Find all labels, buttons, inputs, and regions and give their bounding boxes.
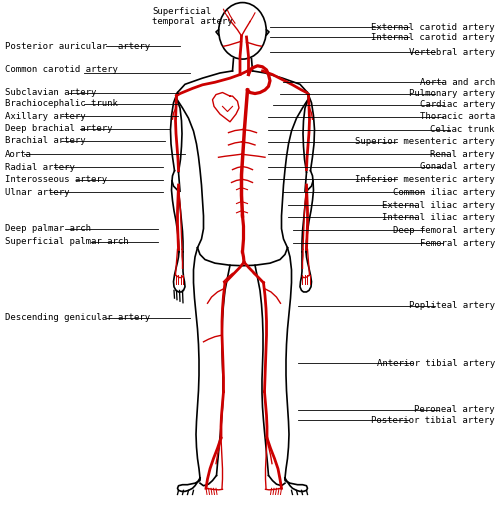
Text: Interosseous artery: Interosseous artery [5, 175, 107, 185]
Text: Pulmonary artery: Pulmonary artery [409, 89, 495, 98]
Text: Celiac trunk: Celiac trunk [430, 125, 495, 134]
Text: Renal artery: Renal artery [430, 150, 495, 159]
Text: External iliac artery: External iliac artery [382, 200, 495, 210]
Text: Popliteal artery: Popliteal artery [409, 301, 495, 310]
Text: Deep brachial artery: Deep brachial artery [5, 124, 112, 133]
Text: Gonadal artery: Gonadal artery [420, 162, 495, 171]
Text: Inferior mesenteric artery: Inferior mesenteric artery [355, 175, 495, 184]
Text: Axillary artery: Axillary artery [5, 112, 86, 121]
Text: Deep femoral artery: Deep femoral artery [393, 226, 495, 235]
Text: Superficial
temporal artery: Superficial temporal artery [152, 7, 233, 26]
Text: Superior mesenteric artery: Superior mesenteric artery [355, 137, 495, 146]
Text: Superficial palmar arch: Superficial palmar arch [5, 237, 128, 246]
Text: Posterior tibial artery: Posterior tibial artery [372, 416, 495, 425]
Text: Vertebral artery: Vertebral artery [409, 48, 495, 57]
Text: Common iliac artery: Common iliac artery [393, 188, 495, 197]
Text: Brachial artery: Brachial artery [5, 136, 86, 145]
Text: Common carotid artery: Common carotid artery [5, 65, 118, 74]
Text: Cardiac artery: Cardiac artery [420, 100, 495, 109]
Text: Descending genicular artery: Descending genicular artery [5, 313, 150, 322]
Text: Aorta: Aorta [5, 150, 32, 159]
Text: Anterior tibial artery: Anterior tibial artery [377, 359, 495, 368]
Text: Posterior auricular  artery: Posterior auricular artery [5, 42, 150, 51]
Text: Deep palmar arch: Deep palmar arch [5, 224, 91, 233]
Text: Femoral artery: Femoral artery [420, 238, 495, 248]
Text: External carotid artery: External carotid artery [372, 23, 495, 32]
Text: Brachiocephalic trunk: Brachiocephalic trunk [5, 99, 118, 108]
Text: Internal iliac artery: Internal iliac artery [382, 213, 495, 222]
Text: Thoracic aorta: Thoracic aorta [420, 112, 495, 121]
Text: Radial artery: Radial artery [5, 162, 75, 172]
Text: Ulnar artery: Ulnar artery [5, 188, 70, 197]
Text: Aorta and arch: Aorta and arch [420, 78, 495, 87]
Text: Peroneal artery: Peroneal artery [414, 405, 495, 414]
Text: Internal carotid artery: Internal carotid artery [372, 32, 495, 42]
Text: Subclavian artery: Subclavian artery [5, 88, 96, 97]
